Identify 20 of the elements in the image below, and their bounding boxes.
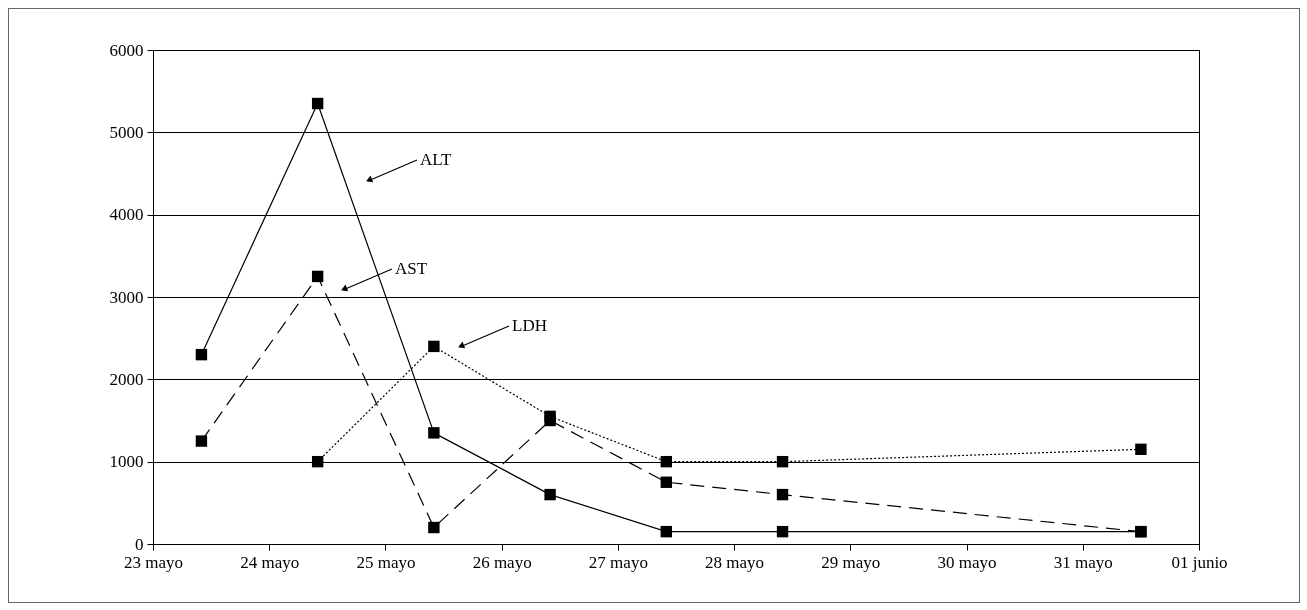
y-tick-label: 5000 [109, 122, 144, 142]
x-tick-label: 29 mayo [821, 552, 881, 572]
y-tick-label: 3000 [109, 287, 144, 307]
x-tick-label: 23 mayo [123, 552, 184, 572]
annotation: AST [395, 259, 428, 278]
x-tick-label: 25 mayo [356, 552, 416, 572]
x-tick-label: 30 mayo [937, 552, 997, 572]
y-tick-label: 1000 [109, 452, 144, 472]
y-tick-label: 0 [135, 534, 144, 554]
x-tick-label: 01 junio [1171, 552, 1228, 572]
y-tick-label: 4000 [109, 205, 144, 225]
x-tick-label: 28 mayo [705, 552, 765, 572]
annotation: LDH [512, 316, 547, 335]
y-tick-label: 2000 [109, 369, 144, 389]
y-tick-label: 6000 [109, 40, 144, 60]
x-tick-label: 27 mayo [588, 552, 648, 572]
x-tick-label: 31 mayo [1053, 552, 1113, 572]
x-tick-label: 26 mayo [472, 552, 532, 572]
annotation: ALT [420, 150, 453, 169]
x-tick-label: 24 mayo [240, 552, 300, 572]
